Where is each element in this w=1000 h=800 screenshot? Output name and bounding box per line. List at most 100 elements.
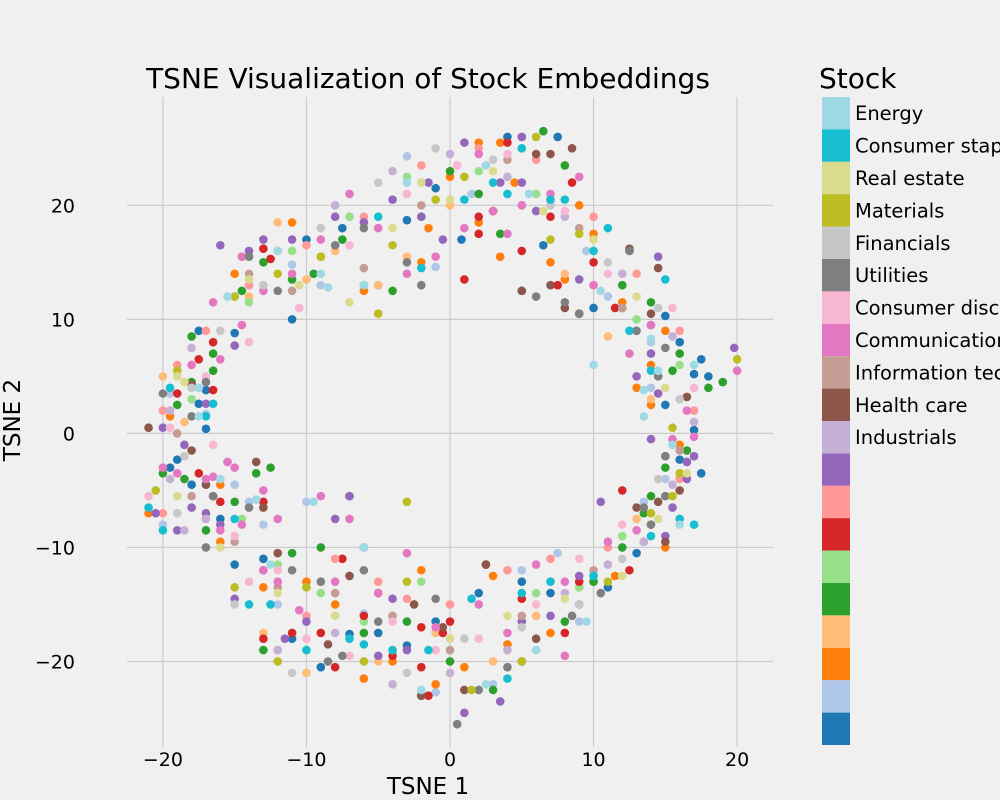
scatter-point	[610, 303, 620, 313]
scatter-point	[689, 520, 699, 529]
scatter-point	[632, 503, 641, 512]
scatter-point	[172, 400, 182, 410]
scatter-point	[359, 657, 369, 666]
scatter-point	[172, 508, 182, 518]
scatter-point	[230, 269, 239, 279]
scatter-point	[675, 360, 684, 370]
scatter-point	[675, 446, 684, 455]
scatter-point	[216, 240, 225, 250]
scatter-point	[201, 474, 211, 484]
scatter-point	[589, 303, 598, 313]
scatter-point	[653, 366, 663, 375]
scatter-point	[639, 411, 649, 421]
scatter-point	[474, 212, 484, 222]
scatter-point	[517, 622, 527, 632]
scatter-point	[416, 161, 426, 170]
scatter-point	[603, 269, 613, 279]
scatter-point	[546, 628, 555, 638]
legend-label: Financials	[855, 232, 951, 255]
scatter-point	[704, 383, 713, 393]
x-tick-label: 10	[581, 749, 605, 771]
scatter-point	[208, 337, 218, 347]
scatter-point	[668, 332, 677, 341]
legend-label: Consumer discretionary	[855, 297, 1000, 320]
scatter-point	[330, 628, 340, 638]
scatter-point	[517, 144, 527, 153]
scatter-point	[689, 417, 699, 427]
scatter-point	[560, 594, 570, 604]
scatter-point	[338, 235, 347, 244]
scatter-point	[474, 588, 484, 598]
scatter-point	[632, 315, 641, 324]
scatter-point	[273, 588, 283, 598]
scatter-point	[574, 172, 584, 182]
scatter-point	[302, 617, 311, 626]
scatter-point	[632, 514, 641, 524]
scatter-point	[345, 634, 354, 643]
scatter-point	[546, 588, 555, 598]
scatter-point	[646, 349, 656, 358]
scatter-point	[431, 594, 440, 604]
scatter-point	[316, 588, 326, 598]
scatter-point	[388, 240, 397, 250]
scatter-point	[474, 685, 484, 695]
scatter-point	[488, 685, 498, 695]
scatter-point	[610, 571, 620, 581]
scatter-point	[625, 565, 634, 575]
scatter-point	[172, 469, 182, 478]
scatter-point	[158, 406, 168, 415]
scatter-point	[144, 423, 153, 433]
scatter-point	[359, 280, 369, 290]
scatter-point	[359, 543, 369, 552]
scatter-point	[460, 634, 469, 643]
scatter-point	[503, 565, 512, 575]
scatter-point	[158, 372, 168, 381]
scatter-point	[646, 394, 656, 404]
scatter-point	[172, 389, 182, 398]
scatter-point	[467, 685, 476, 695]
scatter-point	[445, 634, 455, 643]
scatter-point	[345, 514, 354, 524]
scatter-point	[675, 520, 684, 529]
scatter-point	[187, 491, 196, 501]
scatter-point	[216, 474, 225, 484]
scatter-point	[244, 297, 254, 307]
scatter-point	[560, 195, 570, 204]
scatter-point	[316, 491, 326, 501]
scatter-point	[330, 201, 340, 210]
scatter-point	[495, 138, 505, 147]
scatter-point	[330, 600, 340, 609]
scatter-point	[294, 605, 304, 615]
scatter-point	[675, 455, 684, 464]
scatter-point	[180, 417, 189, 427]
legend-swatch	[822, 226, 850, 259]
scatter-point	[309, 269, 318, 279]
scatter-point	[546, 280, 555, 290]
scatter-point	[517, 657, 527, 666]
scatter-point	[373, 178, 383, 187]
scatter-point	[302, 634, 311, 643]
scatter-point	[402, 668, 412, 678]
scatter-point	[151, 486, 161, 495]
scatter-point	[388, 286, 397, 296]
scatter-point	[416, 212, 426, 222]
scatter-point	[445, 600, 455, 609]
scatter-point	[144, 503, 153, 512]
scatter-point	[330, 611, 340, 621]
scatter-point	[689, 432, 699, 442]
scatter-point	[172, 372, 182, 381]
scatter-point	[431, 687, 440, 697]
scatter-point	[646, 309, 656, 318]
y-tick-label: −10	[35, 537, 75, 559]
scatter-point	[230, 514, 239, 524]
axis-ticks: −20 −10 0 10 20 −20 −10 0 10 20	[35, 195, 749, 771]
legend-title: Stock	[819, 62, 897, 95]
chart-title: TSNE Visualization of Stock Embeddings	[145, 62, 710, 95]
scatter-point	[194, 399, 204, 409]
scatter-point	[696, 469, 706, 478]
scatter-point	[445, 195, 455, 204]
scatter-point	[359, 263, 369, 273]
scatter-point	[689, 360, 699, 370]
scatter-point	[259, 565, 268, 575]
scatter-point	[287, 260, 297, 269]
